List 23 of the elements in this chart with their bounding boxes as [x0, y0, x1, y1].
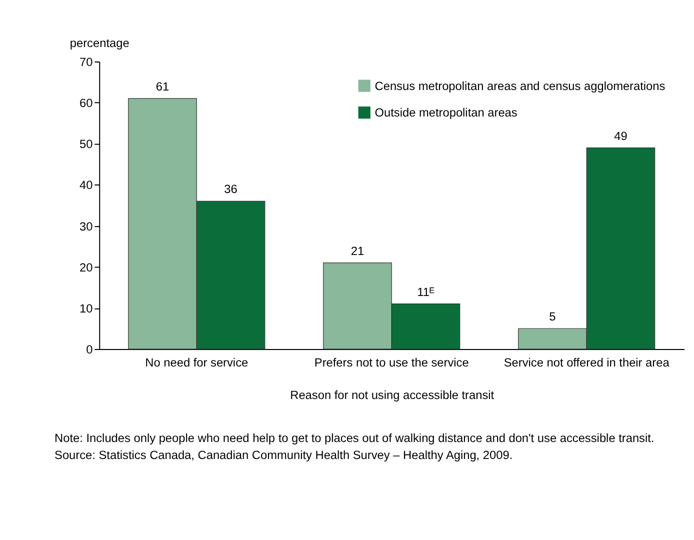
data-label: 5 — [549, 310, 556, 324]
y-tick-label: 30 — [79, 219, 94, 234]
data-label: 11ᴱ — [417, 284, 434, 299]
x-axis-title: Reason for not using accessible transit — [290, 388, 495, 402]
text: Note: Includes only people who need help to get to places out of walking distance and don't use accessible transit. — [54, 431, 654, 446]
y-tick-label: 50 — [79, 137, 94, 152]
y-tick-label: 40 — [79, 178, 94, 192]
x-tick-label: Prefers not to use the service — [314, 355, 470, 370]
y-tick-label: 20 — [79, 260, 94, 274]
y-tick-label: 10 — [79, 301, 94, 316]
data-label: 36 — [224, 182, 238, 196]
y-tick-label: 0 — [86, 342, 94, 356]
data-label: 61 — [156, 80, 170, 94]
legend-label: Outside metropolitan areas — [374, 106, 518, 120]
y-axis-title: percentage — [70, 36, 130, 50]
source-note: Source: Statistics Canada, Canadian Community Health Survey – Healthy Aging, 2009. — [54, 448, 513, 462]
y-tick-label: 60 — [79, 96, 94, 110]
x-tick-label: Service not offered in their area — [504, 355, 670, 370]
x-tick-label: No need for service — [145, 355, 249, 370]
legend-label: Census metropolitan areas and census agglomerations — [374, 78, 666, 93]
data-label: 21 — [350, 244, 364, 258]
data-label: 49 — [614, 128, 628, 143]
y-tick-label: 70 — [79, 54, 94, 69]
